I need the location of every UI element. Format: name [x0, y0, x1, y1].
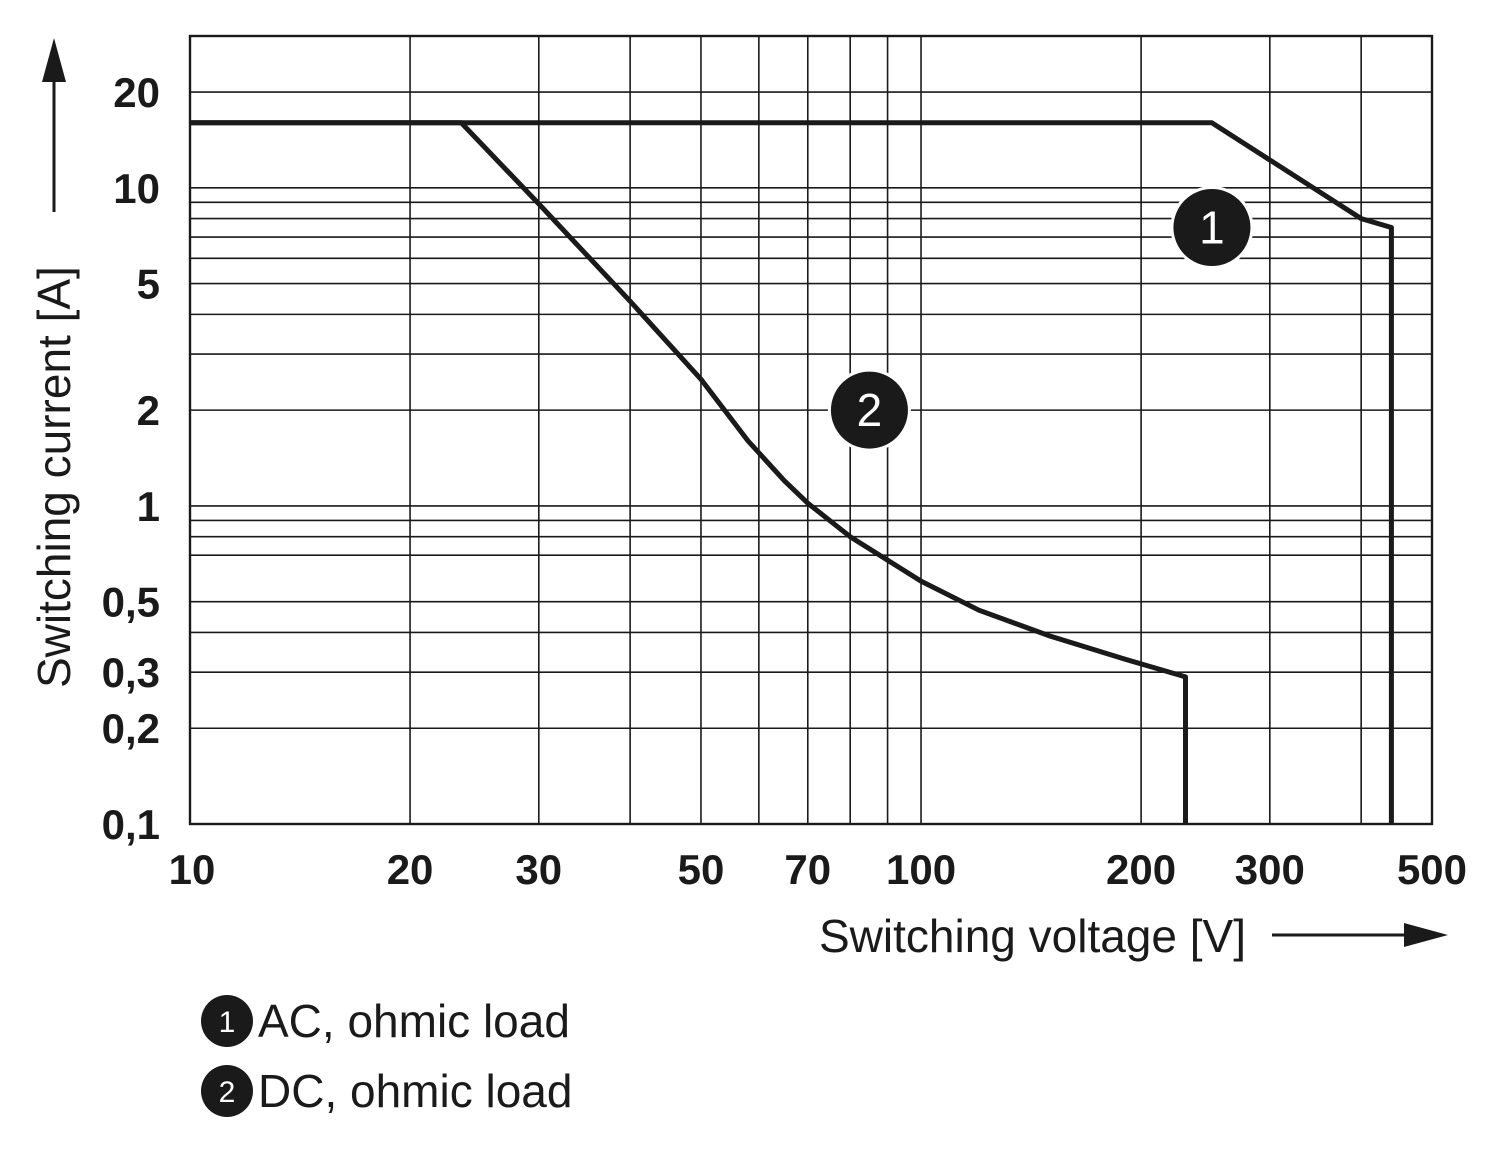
x-tick-label: 10 — [169, 846, 216, 893]
legend-entry-text: DC, ohmic load — [258, 1065, 572, 1117]
legend: 1 AC, ohmic load 2 DC, ohmic load — [201, 995, 572, 1117]
series-marker-label: 1 — [1199, 202, 1225, 254]
series-marker-2 — [827, 368, 911, 452]
x-tick-label: 100 — [886, 846, 956, 893]
y-axis-label: Switching current [A] — [28, 266, 80, 688]
x-tick-label: 70 — [784, 846, 831, 893]
y-axis-arrow-icon — [42, 38, 66, 212]
legend-marker-number: 2 — [219, 1076, 236, 1109]
series-marker-label: 2 — [857, 384, 883, 436]
y-tick-label: 0,1 — [102, 801, 160, 848]
legend-marker-1 — [201, 995, 253, 1047]
series-line-2 — [190, 120, 1188, 824]
x-tick-labels: 10 20 30 50 70 100 200 300 500 — [169, 846, 1467, 893]
legend-entry-text: AC, ohmic load — [258, 995, 570, 1047]
y-tick-label: 10 — [113, 165, 160, 212]
y-tick-label: 20 — [113, 69, 160, 116]
y-tick-label: 0,2 — [102, 705, 160, 752]
curve-markers: 12 — [827, 186, 1254, 452]
x-axis-label: Switching voltage [V] — [819, 910, 1246, 962]
series-line-1 — [190, 120, 1394, 824]
x-axis-arrow-icon — [1272, 923, 1448, 947]
x-tick-label: 20 — [387, 846, 434, 893]
y-tick-labels: 0,1 0,2 0,3 0,5 1 2 5 10 20 — [102, 69, 160, 848]
curves — [190, 120, 1394, 824]
x-tick-label: 30 — [515, 846, 562, 893]
legend-marker-number: 1 — [219, 1006, 236, 1039]
x-tick-label: 500 — [1397, 846, 1467, 893]
x-tick-label: 50 — [678, 846, 725, 893]
y-tick-label: 0,5 — [102, 579, 160, 626]
legend-marker-2 — [201, 1065, 253, 1117]
x-tick-label: 200 — [1106, 846, 1176, 893]
series-marker-1 — [1170, 186, 1254, 270]
y-tick-label: 1 — [137, 483, 160, 530]
y-tick-label: 0,3 — [102, 649, 160, 696]
grid-lines — [189, 35, 1433, 825]
plot-frame — [188, 34, 1434, 826]
y-tick-label: 2 — [137, 387, 160, 434]
y-tick-label: 5 — [137, 261, 160, 308]
x-tick-label: 300 — [1235, 846, 1305, 893]
